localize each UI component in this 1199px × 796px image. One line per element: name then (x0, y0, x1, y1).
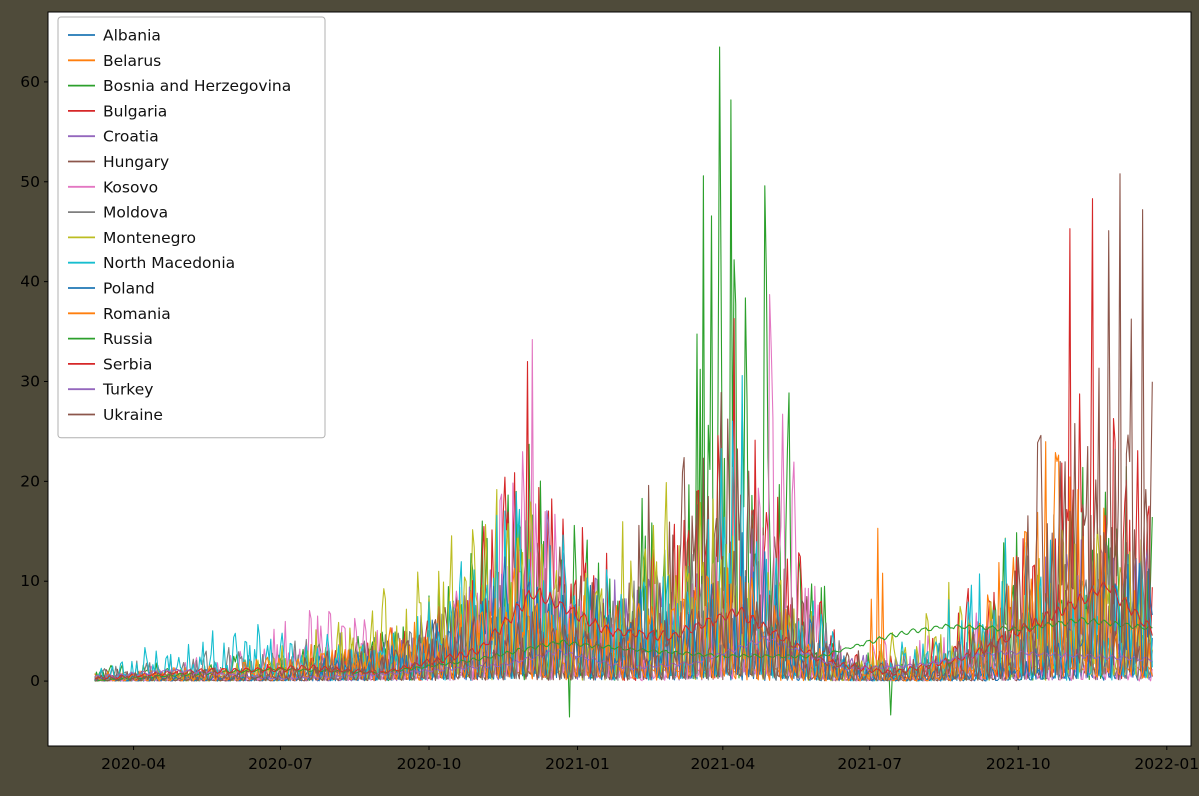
legend-label: Russia (103, 330, 153, 348)
series-lines (94, 46, 1153, 718)
series-line-turkey (94, 636, 1153, 680)
legend-label: Belarus (103, 52, 161, 70)
y-tick-label: 50 (20, 173, 40, 191)
legend-label: Romania (103, 305, 171, 323)
legend-item: Montenegro (68, 229, 196, 247)
legend-label: Kosovo (103, 178, 158, 196)
legend-item: Romania (68, 305, 171, 323)
legend-item: North Macedonia (68, 254, 235, 272)
legend-item: Serbia (68, 355, 152, 373)
legend-label: Serbia (103, 355, 152, 373)
legend-label: Turkey (102, 381, 153, 399)
legend: Albania Belarus Bosnia and Herzegovina Bulg… (57, 16, 326, 439)
y-tick-label: 0 (30, 672, 40, 690)
legend-label: Bosnia and Herzegovina (103, 77, 291, 95)
legend-item: Hungary (68, 153, 169, 171)
legend-item: Moldova (68, 204, 168, 222)
legend-item: Bulgaria (68, 102, 167, 120)
series-line-ukraine (94, 173, 1153, 682)
x-tick-label: 2020-04 (101, 755, 166, 773)
legend-item: Bosnia and Herzegovina (68, 77, 291, 95)
legend-item: Kosovo (68, 178, 158, 196)
y-tick-label: 20 (20, 472, 40, 490)
legend-item: Ukraine (68, 406, 163, 424)
x-tick-label: 2021-04 (690, 755, 755, 773)
x-tick-label: 2021-10 (986, 755, 1051, 773)
series-line-serbia (94, 581, 1153, 680)
y-tick-label: 40 (20, 273, 40, 291)
x-tick-label: 2020-07 (248, 755, 313, 773)
axes-spines (47, 11, 1192, 747)
y-tick-label: 30 (20, 372, 40, 390)
legend-item: Croatia (68, 128, 159, 146)
y-tick-label: 60 (20, 73, 40, 91)
legend-label: Ukraine (103, 406, 163, 424)
x-tick-label: 2021-07 (837, 755, 902, 773)
legend-label: North Macedonia (103, 254, 235, 272)
legend-label: Bulgaria (103, 102, 167, 120)
legend-item: Belarus (68, 52, 161, 70)
legend-label: Moldova (103, 204, 168, 222)
x-axis: 2020-04 2020-07 2020-10 2021-01 2021-04 2021-… (101, 746, 1199, 773)
legend-label: Albania (103, 27, 161, 45)
legend-label: Hungary (103, 153, 169, 171)
x-tick-label: 2022-01 (1134, 755, 1199, 773)
y-axis: 0 10 20 30 40 50 60 (20, 73, 48, 690)
x-tick-label: 2020-10 (397, 755, 462, 773)
x-tick-label: 2021-01 (545, 755, 610, 773)
legend-frame (57, 16, 326, 439)
legend-label: Croatia (103, 128, 159, 146)
legend-item: Turkey (68, 381, 153, 399)
legend-label: Poland (103, 280, 155, 298)
y-tick-label: 10 (20, 572, 40, 590)
legend-item: Poland (68, 280, 155, 298)
legend-item: Russia (68, 330, 153, 348)
legend-item: Albania (68, 27, 161, 45)
legend-label: Montenegro (103, 229, 196, 247)
